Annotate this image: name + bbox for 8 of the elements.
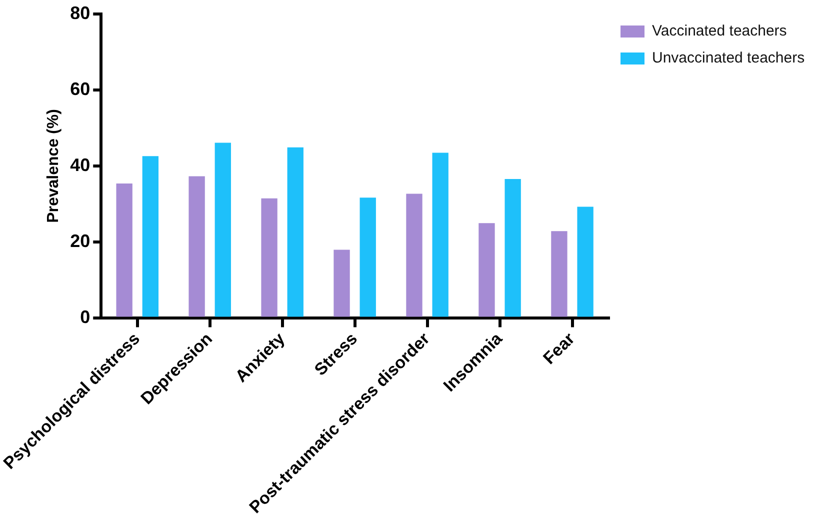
y-tick-label: 60: [70, 78, 90, 99]
legend-label: Vaccinated teachers: [652, 22, 787, 40]
legend-label: Unvaccinated teachers: [652, 50, 805, 67]
y-axis-title: Prevalence (%): [44, 109, 62, 223]
y-tick-label: 40: [70, 154, 90, 175]
y-tick-label: 80: [70, 2, 90, 23]
y-tick-label: 20: [70, 231, 90, 252]
y-tick-label: 0: [80, 307, 90, 328]
